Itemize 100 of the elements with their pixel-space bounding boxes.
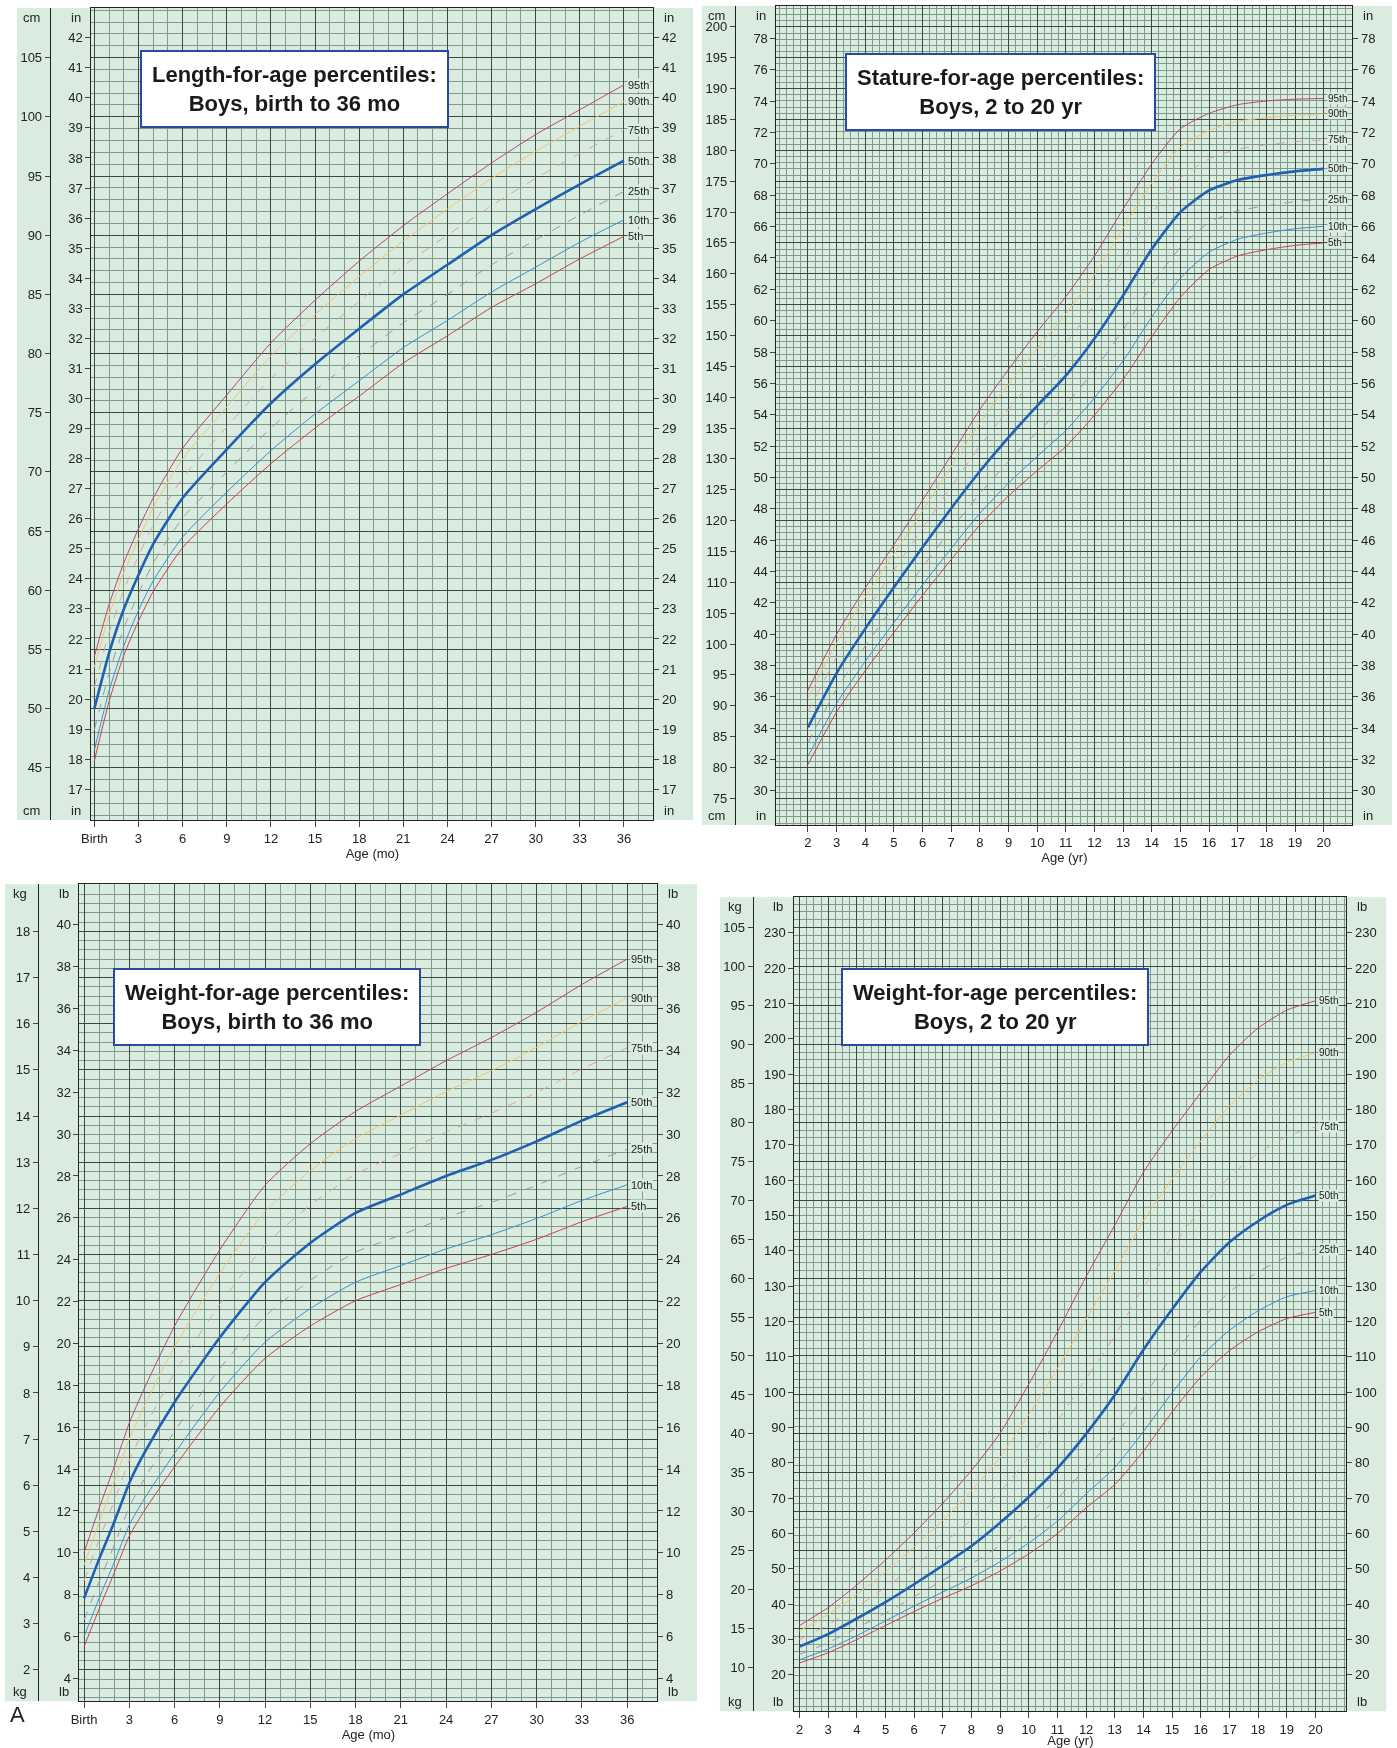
y-tick-label: 85 bbox=[712, 729, 728, 745]
x-tick-label: Birth bbox=[80, 830, 108, 846]
text: in bbox=[1363, 808, 1374, 823]
x-axis-title: Age (yr) bbox=[1041, 850, 1088, 866]
y-tick-label: 4 bbox=[22, 1570, 31, 1586]
y3-tick-label: 200 bbox=[764, 1031, 786, 1047]
y2-tick-label: 32 bbox=[665, 1084, 681, 1100]
x-tick-label: 2 bbox=[795, 1721, 804, 1737]
y2-tick-label: 66 bbox=[753, 219, 768, 235]
y3-tick-label: 20 bbox=[771, 1667, 786, 1683]
y3-tick-label: 40 bbox=[56, 917, 71, 933]
y3-axis-title: in bbox=[756, 8, 767, 23]
x-tick-label: 20 bbox=[1316, 835, 1331, 851]
x-tick-label: 19 bbox=[1287, 835, 1303, 851]
y-tick-label: 100 bbox=[20, 109, 43, 125]
x-axis-title: Age (mo) bbox=[345, 845, 400, 861]
y3-tick-label: 70 bbox=[771, 1490, 786, 1506]
y2-tick-label: 54 bbox=[753, 407, 768, 423]
y-tick-label: 125 bbox=[705, 482, 728, 498]
series-label: 75th bbox=[628, 124, 650, 136]
y2-tick-label: 140 bbox=[1354, 1243, 1377, 1259]
y3-tick-label: 180 bbox=[764, 1102, 786, 1118]
y2-tick-label: 90 bbox=[1354, 1420, 1370, 1436]
x-tick-label: Birth bbox=[70, 1711, 98, 1727]
text: lb bbox=[1357, 1694, 1368, 1709]
y2-tick-label: 33 bbox=[68, 300, 83, 316]
y3-tick-label: 14 bbox=[56, 1461, 71, 1477]
y3-tick-label: 30 bbox=[56, 1126, 71, 1142]
series-label: 90th bbox=[631, 992, 653, 1004]
y2-tick-label: 28 bbox=[665, 1168, 681, 1184]
y3-tick-label: 46 bbox=[1360, 532, 1376, 548]
y2-axis-title: lb bbox=[1357, 899, 1368, 914]
y3-tick-label: 90 bbox=[771, 1420, 786, 1436]
y2-tick-label: 17 bbox=[68, 781, 83, 797]
y-tick-label: 50 bbox=[27, 701, 43, 717]
x-tick-label: 36 bbox=[616, 830, 632, 846]
y3-tick-label: 34 bbox=[56, 1042, 71, 1058]
y2-tick-label: 40 bbox=[753, 626, 768, 642]
y2-tick-label: 80 bbox=[1354, 1455, 1370, 1471]
y2-tick-label: 31 bbox=[68, 360, 83, 376]
y2-tick-label: 20 bbox=[665, 1336, 681, 1352]
y2-tick-label: 38 bbox=[665, 959, 681, 975]
y3-tick-label: 39 bbox=[661, 120, 677, 136]
text: kg bbox=[13, 1684, 27, 1699]
y2-tick-label: 6 bbox=[665, 1629, 674, 1645]
y3-tick-label: 8 bbox=[63, 1587, 71, 1603]
y3-tick-label: 170 bbox=[764, 1137, 786, 1153]
series-label: 90th bbox=[1328, 108, 1348, 119]
text: Weight-for-age percentiles: Boys, 2 to 20 yr bbox=[853, 980, 1138, 1034]
y-tick-label: 80 bbox=[730, 1114, 746, 1130]
y2-tick-label: 36 bbox=[665, 1001, 681, 1017]
y3-tick-label: 33 bbox=[661, 300, 677, 316]
x-tick-label: 15 bbox=[1173, 835, 1188, 851]
text: lb bbox=[668, 1684, 679, 1699]
y-tick-label: 80 bbox=[27, 346, 43, 362]
y3-tick-label: 74 bbox=[1360, 93, 1376, 109]
y2-tick-label: 72 bbox=[753, 125, 768, 141]
x-axis-title: Age (mo) bbox=[341, 1726, 396, 1742]
y2-tick-label: 210 bbox=[1354, 996, 1377, 1012]
text: Weight-for-age percentiles: Boys, birth to 36 mo bbox=[125, 980, 410, 1034]
y3-tick-label: 32 bbox=[1360, 752, 1376, 768]
y2-tick-label: 62 bbox=[753, 281, 768, 297]
y-tick-label: 12 bbox=[15, 1200, 31, 1216]
y-tick-label: 190 bbox=[705, 81, 728, 97]
y3-tick-label: 52 bbox=[1360, 438, 1376, 454]
x-tick-label: 16 bbox=[1193, 1721, 1208, 1737]
y2-tick-label: 32 bbox=[68, 330, 83, 346]
y3-tick-label: 32 bbox=[661, 330, 677, 346]
series-label: 10th bbox=[631, 1179, 653, 1191]
y3-tick-label: 28 bbox=[661, 451, 677, 467]
x-tick-label: 7 bbox=[939, 1721, 947, 1737]
y-tick-label: 55 bbox=[730, 1309, 746, 1325]
y3-tick-label: 50 bbox=[1360, 469, 1376, 485]
y2-tick-label: 150 bbox=[1354, 1208, 1377, 1224]
y2-tick-label: 19 bbox=[68, 721, 83, 737]
series-label: 25th bbox=[1319, 1244, 1339, 1255]
y3-tick-label: 72 bbox=[1360, 125, 1376, 141]
y2-tick-label: 68 bbox=[753, 187, 768, 203]
y3-tick-label: 22 bbox=[661, 631, 677, 647]
y2-tick-label: 110 bbox=[1354, 1349, 1376, 1365]
y2-tick-label: 200 bbox=[1354, 1031, 1377, 1047]
y2-tick-label: 220 bbox=[1354, 960, 1377, 976]
y2-tick-label: 60 bbox=[753, 313, 768, 329]
x-tick-label: 3 bbox=[824, 1721, 832, 1737]
text: Stature-for-age percentiles: Boys, 2 to 20 yr bbox=[857, 65, 1145, 119]
series-label: 95th bbox=[631, 953, 653, 965]
y3-tick-label: 34 bbox=[1360, 720, 1376, 736]
series-label: 95th bbox=[1328, 93, 1348, 104]
text: Length-for-age percentiles: Boys, birth to 36 mo bbox=[152, 62, 437, 116]
x-tick-label: 15 bbox=[303, 1711, 318, 1727]
y3-tick-label: 220 bbox=[764, 960, 786, 976]
y2-tick-label: 22 bbox=[665, 1294, 681, 1310]
y2-tick-label: 78 bbox=[753, 31, 768, 47]
series-label: 50th bbox=[1328, 163, 1348, 174]
y3-tick-label: 12 bbox=[56, 1503, 71, 1519]
y3-tick-label: 26 bbox=[56, 1210, 71, 1226]
y3-tick-label: 38 bbox=[1360, 658, 1376, 674]
x-tick-label: 5 bbox=[890, 835, 898, 851]
y-tick-label: 195 bbox=[705, 50, 728, 66]
x-tick-label: 33 bbox=[574, 1711, 590, 1727]
